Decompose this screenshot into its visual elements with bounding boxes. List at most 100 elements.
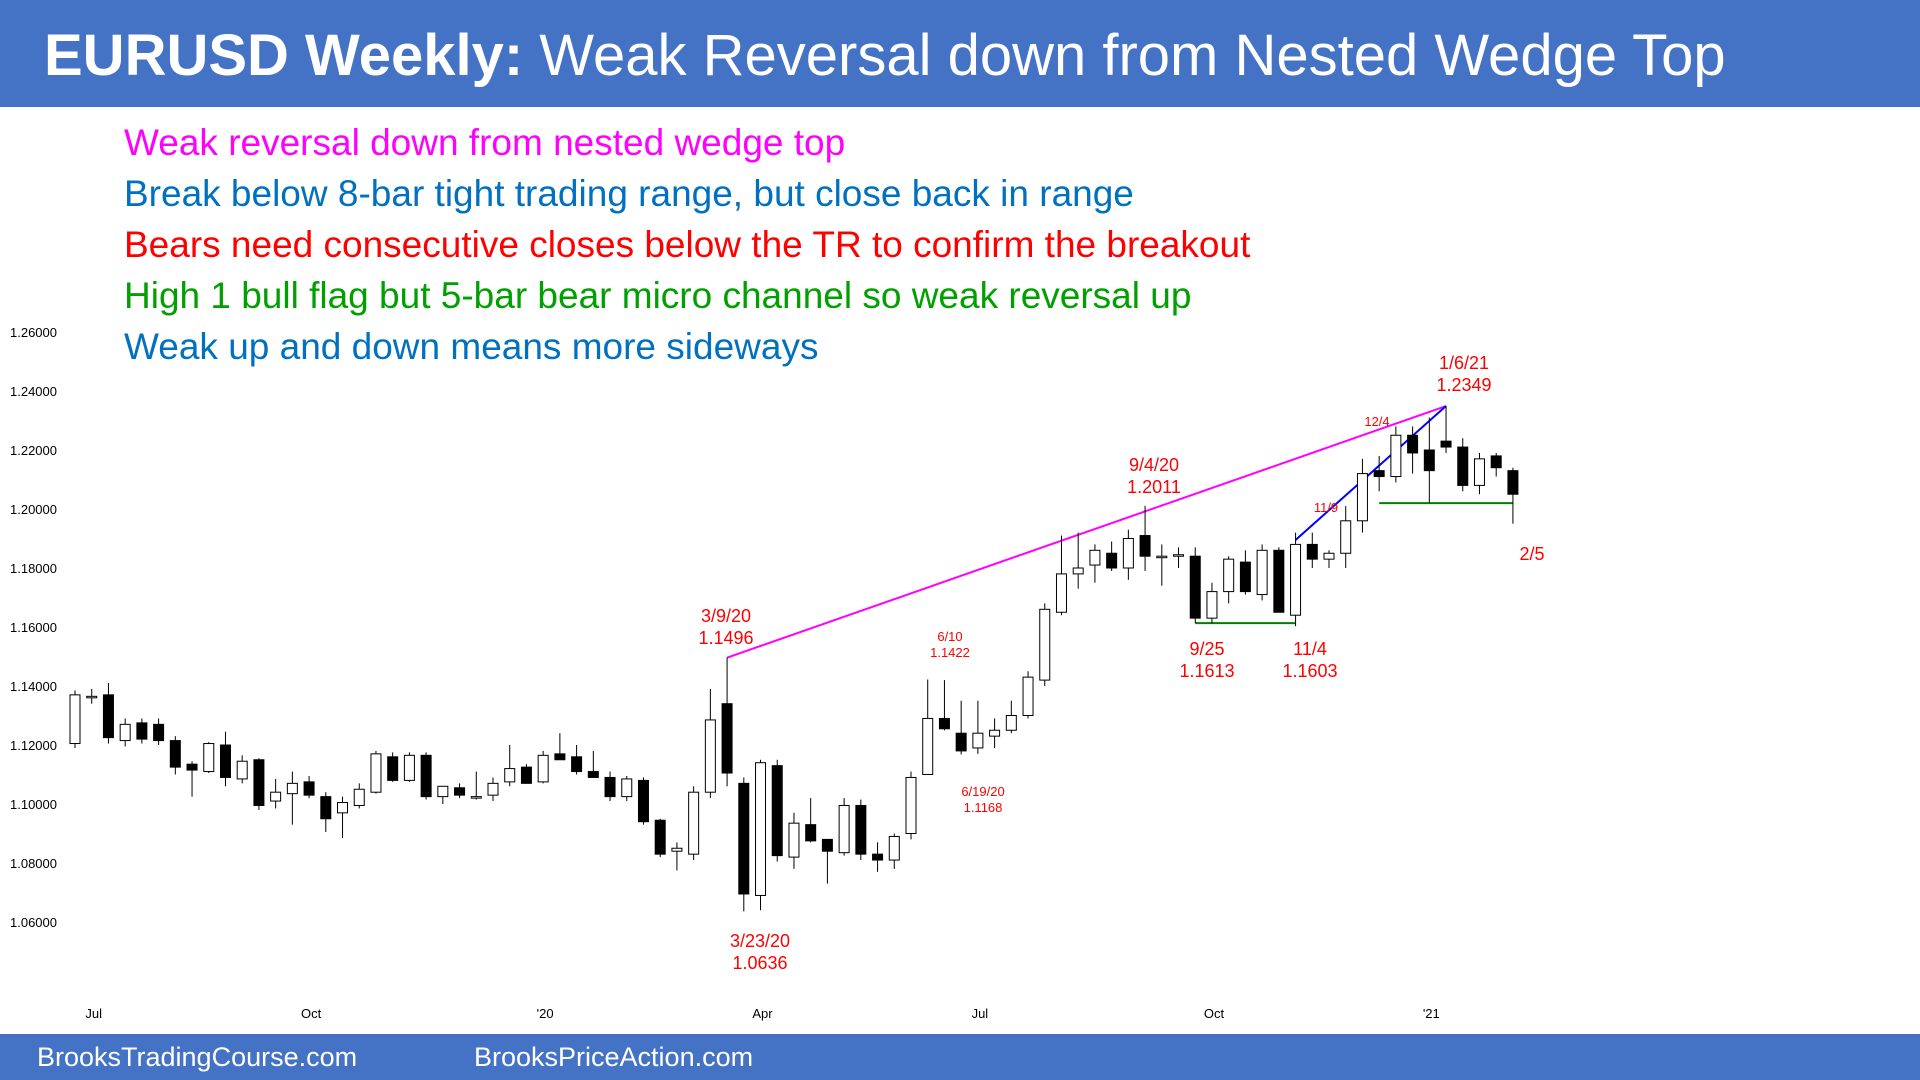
candle-body [1122, 538, 1134, 569]
candle [337, 796, 349, 838]
candle [1507, 467, 1519, 524]
candle-body [320, 796, 332, 820]
candle [938, 680, 950, 731]
candle [1156, 544, 1168, 586]
candle-body [1390, 434, 1402, 478]
candle [1273, 547, 1285, 613]
candle [671, 842, 683, 871]
candle [905, 771, 917, 840]
candle-body [1490, 455, 1502, 469]
annotation-label: 1.1422 [930, 645, 970, 660]
annotation-label: 1/6/21 [1439, 353, 1489, 373]
candle-body [370, 753, 382, 793]
candle [1356, 458, 1368, 533]
candle [303, 775, 315, 799]
footer-right-link[interactable]: BrooksPriceAction.com [474, 1042, 754, 1072]
candle [855, 799, 867, 861]
candle [1106, 541, 1118, 571]
candle [1039, 603, 1051, 686]
candle [253, 758, 265, 810]
annotation-label: 11/9 [1314, 500, 1338, 515]
candle [236, 755, 248, 784]
annotation-label: 9/4/20 [1129, 455, 1179, 475]
candle-body [1055, 573, 1067, 613]
candle [1173, 547, 1185, 568]
wedge-trendline [726, 405, 1447, 659]
candle-body [989, 729, 1001, 737]
candle-body [1473, 458, 1485, 486]
candle [370, 750, 382, 794]
candle-body [688, 791, 700, 855]
candle [403, 752, 415, 782]
x-tick-label: Oct [301, 1006, 322, 1021]
candle-body [821, 838, 833, 852]
candle-body [1373, 470, 1385, 478]
candle-body [1239, 561, 1251, 593]
candle [1290, 532, 1302, 627]
candle [102, 683, 114, 744]
candle [1189, 547, 1201, 624]
annotation-label: 9/25 [1189, 639, 1224, 659]
annotation-label: 12/4 [1364, 414, 1389, 429]
candle-body [654, 819, 666, 855]
candle [688, 786, 700, 861]
candle-body [437, 785, 449, 798]
candle [1457, 438, 1469, 492]
candle [1206, 582, 1218, 624]
candle [1373, 455, 1385, 492]
candle [888, 833, 900, 869]
candle [320, 792, 332, 833]
candle [989, 718, 1001, 748]
candle [86, 688, 98, 704]
candle-body [1440, 440, 1452, 448]
note-line-2: Break below 8-bar tight trading range, b… [124, 173, 1134, 214]
candle [972, 700, 984, 754]
candle-body [420, 754, 432, 798]
annotation-label: 1.0636 [732, 953, 787, 973]
footer-left-link[interactable]: BrooksTradingCourse.com [37, 1042, 358, 1072]
page-title: EURUSD Weekly: Weak Reversal down from N… [44, 20, 1726, 92]
candle [1089, 544, 1101, 583]
candle [738, 777, 750, 912]
candle-body [788, 822, 800, 858]
candle-body [1356, 473, 1368, 522]
candle-body [855, 804, 867, 855]
candle [169, 736, 181, 775]
candle [1423, 417, 1435, 504]
candle [1239, 550, 1251, 595]
x-tick-label: '20 [537, 1006, 554, 1021]
candle-body [554, 753, 566, 761]
candle-body [69, 694, 81, 745]
candle-body [955, 732, 967, 752]
note-line-4: High 1 bull flag but 5-bar bear micro ch… [124, 275, 1192, 316]
candle [487, 777, 499, 802]
candle [504, 745, 516, 787]
candle-body [504, 768, 516, 783]
candle-body [1223, 558, 1235, 593]
candle-body [1340, 520, 1352, 554]
y-tick-label: 1.18000 [10, 561, 57, 576]
notes-list: Weak reversal down from nested wedge top… [124, 117, 1250, 372]
candle-body [1139, 535, 1151, 557]
candle-body [454, 787, 466, 796]
candle-body [253, 759, 265, 806]
candle [136, 718, 148, 744]
candle-body [153, 723, 165, 742]
candle-body [621, 778, 633, 798]
candle-body [102, 694, 114, 739]
candle-body [337, 802, 349, 814]
y-tick-label: 1.26000 [10, 325, 57, 340]
candle [219, 731, 231, 787]
candle-body [119, 723, 131, 742]
candle-body [1507, 470, 1519, 495]
y-tick-label: 1.24000 [10, 384, 57, 399]
candle-body [721, 703, 733, 774]
candle [186, 761, 198, 797]
candle [721, 657, 733, 787]
candle [554, 733, 566, 761]
candle [604, 771, 616, 802]
candle [203, 742, 215, 774]
candle-body [1407, 434, 1419, 454]
candle [420, 752, 432, 800]
y-tick-label: 1.20000 [10, 502, 57, 517]
